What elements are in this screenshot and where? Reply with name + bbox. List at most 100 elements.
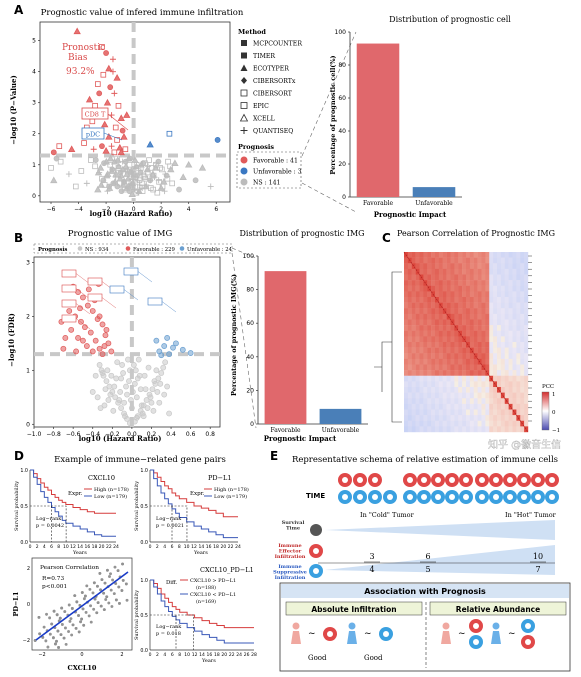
data-point bbox=[89, 118, 96, 125]
heatmap-cell bbox=[466, 285, 471, 292]
heatmap-cell bbox=[477, 375, 482, 382]
immune-cell-core bbox=[357, 477, 363, 483]
heatmap-cell bbox=[431, 330, 436, 337]
heatmap-cell bbox=[489, 398, 494, 405]
heatmap-cell bbox=[516, 252, 521, 258]
data-point bbox=[66, 308, 73, 314]
heatmap-cell bbox=[442, 370, 447, 376]
heatmap-cell bbox=[520, 313, 525, 320]
data-point bbox=[122, 413, 128, 420]
heatmap-cell bbox=[419, 409, 424, 416]
data-point bbox=[116, 143, 124, 151]
gene-tag-line bbox=[75, 273, 91, 285]
heatmap-cell bbox=[497, 409, 502, 416]
x-tick-label: −4 bbox=[74, 206, 83, 213]
km-curve bbox=[150, 579, 254, 644]
heatmap-cell bbox=[404, 392, 409, 399]
heatmap-cell bbox=[508, 409, 513, 416]
corr-point bbox=[55, 613, 59, 617]
gene-tag-line bbox=[75, 318, 91, 330]
corr-point bbox=[56, 629, 60, 633]
heatmap-cell bbox=[446, 353, 451, 360]
km-median-line bbox=[150, 505, 188, 542]
heatmap-cell bbox=[423, 330, 428, 337]
data-point bbox=[99, 370, 106, 376]
heatmap-cell bbox=[469, 392, 474, 399]
y-tick-label: 0 bbox=[250, 421, 254, 428]
corr-point bbox=[104, 598, 108, 601]
data-point bbox=[143, 181, 150, 188]
heatmap-cell bbox=[438, 358, 443, 365]
heatmap-cell bbox=[520, 409, 525, 416]
data-point bbox=[75, 335, 81, 341]
km-plots: 0.00.51.00 2 4 6 8 10 12 14 16 18 20 22 24YearsSurvi… bbox=[12, 468, 257, 672]
heatmap-cell bbox=[500, 257, 505, 264]
corr-y-tick: 2 bbox=[27, 566, 30, 572]
heatmap-cell bbox=[446, 364, 451, 371]
heatmap-cell bbox=[462, 330, 467, 337]
heatmap-cell bbox=[438, 387, 443, 393]
heatmap-cell bbox=[516, 426, 521, 433]
km-x-tick: 14 bbox=[198, 544, 204, 550]
legend-b-ns-marker bbox=[77, 246, 83, 251]
heatmap-cell bbox=[469, 308, 474, 315]
heatmap-cell bbox=[407, 291, 412, 298]
data-point bbox=[94, 185, 102, 193]
heatmap-cell bbox=[458, 297, 463, 303]
data-point bbox=[73, 348, 79, 355]
heatmap-cell bbox=[466, 330, 471, 337]
heatmap-cell bbox=[435, 381, 440, 388]
heatmap-cell bbox=[462, 308, 467, 315]
heatmap-cell bbox=[520, 263, 525, 270]
data-point bbox=[92, 337, 99, 344]
heatmap-cell bbox=[431, 347, 436, 354]
heatmap-cell bbox=[512, 375, 517, 382]
heatmap-cell bbox=[411, 375, 416, 382]
heatmap-cell bbox=[407, 347, 412, 354]
heatmap-cell bbox=[419, 370, 424, 376]
data-point bbox=[117, 114, 125, 122]
data-point bbox=[185, 160, 193, 168]
immune-cell-core bbox=[313, 548, 319, 554]
heatmap-cell bbox=[497, 274, 502, 281]
heatmap-cell bbox=[462, 252, 467, 258]
heatmap-cell bbox=[435, 336, 440, 343]
data-point bbox=[150, 172, 157, 179]
heatmap-cell bbox=[489, 426, 494, 433]
heatmap-cell bbox=[431, 302, 436, 309]
km-pvalue: p = 0.018 bbox=[156, 631, 181, 637]
effector-label-line: Effector bbox=[279, 549, 302, 555]
data-point bbox=[130, 362, 137, 368]
km-x-tick: 12 bbox=[192, 652, 198, 658]
heatmap-cell bbox=[450, 381, 455, 388]
heatmap-cell bbox=[415, 381, 420, 388]
heatmap-cell bbox=[489, 313, 494, 320]
corr-x-tick: 0 bbox=[80, 652, 83, 658]
heatmap-cell bbox=[423, 420, 428, 427]
bar-a-title: Distribution of prognostic cell bbox=[389, 15, 511, 24]
data-point bbox=[150, 407, 157, 414]
data-point bbox=[105, 340, 112, 347]
heatmap-cell bbox=[504, 330, 509, 337]
corr-point bbox=[80, 617, 84, 621]
heatmap-cell bbox=[458, 347, 463, 354]
heatmap-cell bbox=[469, 387, 474, 393]
heatmap-cell bbox=[404, 398, 409, 405]
heatmap-cell bbox=[524, 302, 529, 309]
heatmap-cell bbox=[415, 297, 420, 303]
x-tick-label: Favorable bbox=[270, 427, 301, 434]
data-point bbox=[144, 169, 151, 176]
data-point bbox=[198, 164, 207, 171]
heatmap-cell bbox=[450, 280, 455, 286]
data-point bbox=[60, 345, 67, 352]
heatmap-cell bbox=[423, 426, 428, 433]
heatmap-cell bbox=[411, 302, 416, 309]
heatmap-cell bbox=[512, 257, 517, 264]
heatmap-cell bbox=[512, 274, 517, 281]
heatmap-cell bbox=[489, 347, 494, 354]
heatmap-cell bbox=[427, 319, 432, 326]
heatmap-cell bbox=[512, 353, 517, 360]
heatmap-cell bbox=[438, 403, 443, 410]
data-point bbox=[114, 137, 120, 143]
heatmap-cell bbox=[411, 325, 416, 331]
